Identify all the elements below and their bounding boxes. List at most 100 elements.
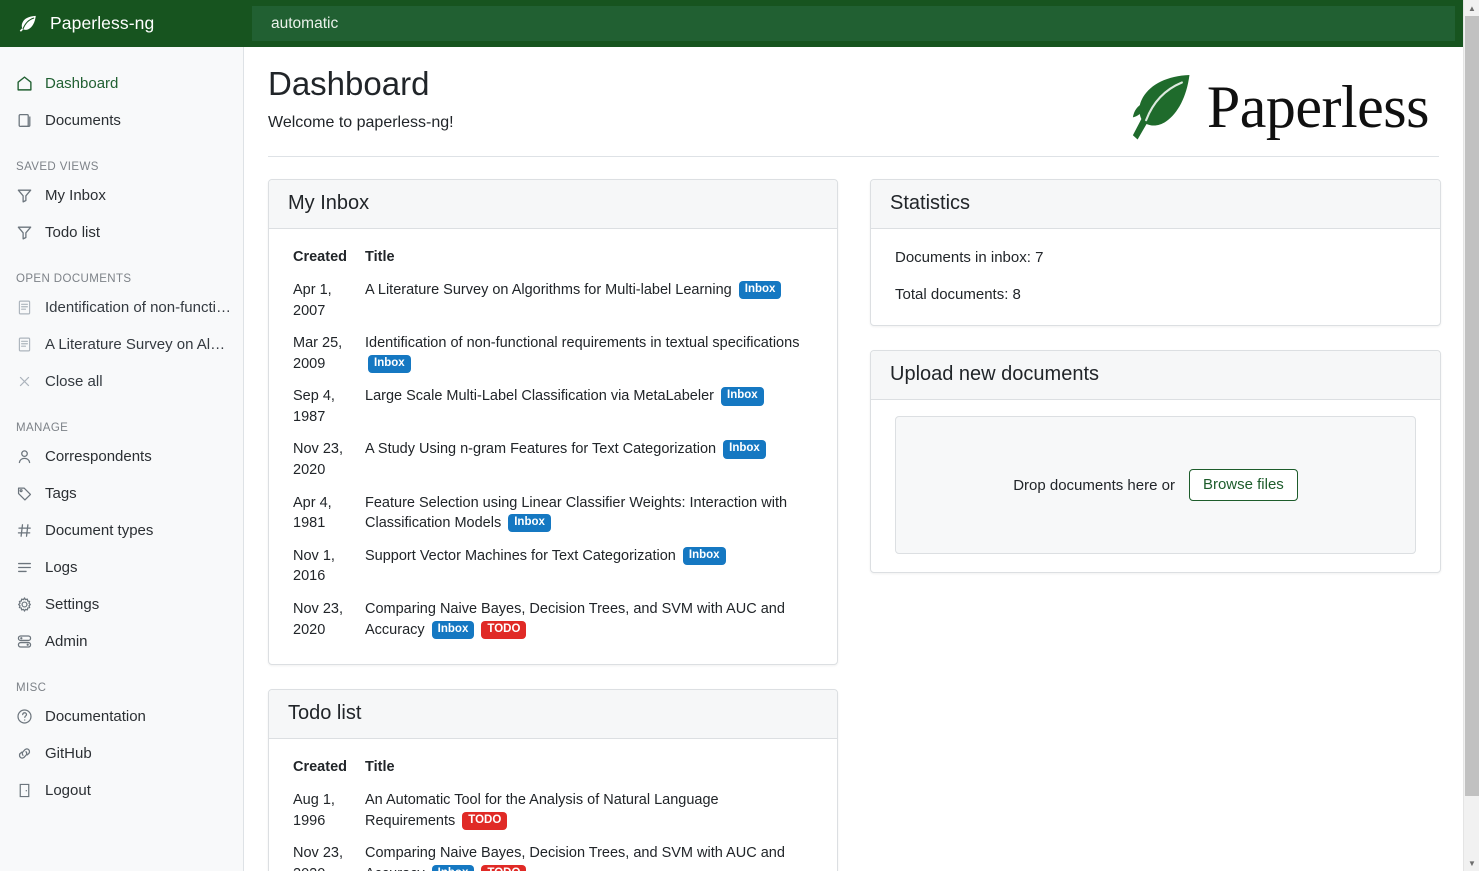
- tag-badge[interactable]: Inbox: [508, 514, 551, 533]
- dropzone-label: Drop documents here or: [1013, 476, 1175, 494]
- dashboard-grid: My Inbox Created Title Apr 1, 2007 A Lite…: [268, 157, 1441, 871]
- main-content: Dashboard Welcome to paperless-ng! Paper…: [244, 47, 1463, 871]
- cell-title: Support Vector Machines for Text Categor…: [365, 540, 813, 593]
- gear-icon: [18, 597, 31, 612]
- tag-badge[interactable]: Inbox: [682, 546, 726, 565]
- tag-badge[interactable]: TODO: [462, 811, 508, 830]
- scrollbar-thumb[interactable]: [1465, 16, 1479, 796]
- my-inbox-table-body: Apr 1, 2007 A Literature Survey on Algori…: [293, 274, 813, 646]
- document-title-link[interactable]: A Study Using n-gram Features for Text C…: [365, 441, 717, 458]
- my-inbox-card: My Inbox Created Title Apr 1, 2007 A Lite…: [268, 179, 838, 666]
- sidebar-item-document-types[interactable]: Document types: [0, 512, 243, 549]
- sidebar-item-my-inbox[interactable]: My Inbox: [0, 177, 243, 214]
- tag-badge[interactable]: Inbox: [368, 354, 411, 373]
- table-row[interactable]: Nov 23, 2020 A Study Using n-gram Feature…: [293, 433, 813, 486]
- sidebar-section-saved-views: Saved views: [16, 161, 99, 173]
- top-bar-status[interactable]: automatic: [252, 6, 1455, 41]
- my-inbox-table: Created Title Apr 1, 2007 A Literature Su…: [293, 245, 813, 646]
- table-row[interactable]: Mar 25, 2009 Identification of non-functi…: [293, 327, 813, 380]
- my-inbox-card-header: My Inbox: [269, 180, 837, 229]
- sidebar-item-documentation[interactable]: Documentation: [0, 698, 243, 735]
- todo-list-card: Todo list Created Title Aug 1, 1996 An Au…: [268, 689, 838, 871]
- column-header-title: Title: [365, 249, 395, 265]
- scroll-down-arrow-icon[interactable]: ▼: [1468, 858, 1476, 868]
- document-title-link[interactable]: A Literature Survey on Algorithms for Mu…: [365, 282, 732, 298]
- sidebar-item-logs[interactable]: Logs: [0, 549, 243, 586]
- document-title-link[interactable]: Feature Selection using Linear Classifie…: [365, 494, 788, 532]
- sidebar-item-label: My Inbox: [45, 187, 106, 204]
- sidebar-item-close-all[interactable]: Close all: [0, 363, 243, 400]
- sidebar-item-label: Identification of non-functio…: [45, 299, 233, 316]
- sidebar-item-label: Dashboard: [45, 75, 119, 92]
- sidebar-item-open-document-2[interactable]: A Literature Survey on Algori…: [0, 326, 243, 363]
- page-scrollbar[interactable]: ▲ ▼: [1463, 0, 1479, 871]
- sidebar-item-correspondents[interactable]: Correspondents: [0, 438, 243, 475]
- document-title-link[interactable]: An Automatic Tool for the Analysis of Na…: [365, 792, 719, 829]
- tag-badge[interactable]: TODO: [481, 864, 527, 871]
- todo-list-card-body: Created Title Aug 1, 1996 An Automatic To…: [269, 739, 837, 871]
- sidebar-item-label: Correspondents: [45, 448, 152, 465]
- tag-badge[interactable]: TODO: [481, 620, 527, 639]
- dashboard-left-column: My Inbox Created Title Apr 1, 2007 A Lite…: [268, 179, 838, 871]
- table-row[interactable]: Nov 23, 2020 Comparing Naive Bayes, Decis…: [293, 837, 813, 871]
- tag-badge[interactable]: Inbox: [431, 864, 475, 871]
- tag-badge[interactable]: Inbox: [431, 620, 475, 639]
- paperless-logo: Paperless: [1131, 65, 1439, 143]
- sidebar-item-admin[interactable]: Admin: [0, 623, 243, 660]
- document-title-link[interactable]: Comparing Naive Bayes, Decision Trees, a…: [365, 600, 785, 638]
- document-title-link[interactable]: Comparing Naive Bayes, Decision Trees, a…: [365, 845, 785, 871]
- hash-icon: [17, 524, 31, 537]
- document-title-link[interactable]: Identification of non-functional require…: [365, 335, 800, 352]
- sidebar-item-settings[interactable]: Settings: [0, 586, 243, 623]
- table-row[interactable]: Nov 1, 2016 Support Vector Machines for T…: [293, 540, 813, 593]
- tag-badge[interactable]: Inbox: [721, 387, 764, 406]
- sidebar-item-tags[interactable]: Tags: [0, 475, 243, 512]
- cell-created: Mar 25, 2009: [293, 335, 343, 372]
- filter-icon: [17, 226, 32, 240]
- table-row[interactable]: Sep 4, 1987 Large Scale Multi-Label Class…: [293, 380, 813, 433]
- cell-title: Comparing Naive Bayes, Decision Trees, a…: [365, 593, 813, 646]
- sidebar-item-label: Logs: [45, 559, 78, 576]
- cell-title: Identification of non-functional require…: [365, 327, 813, 380]
- cell-created: Aug 1, 1996: [293, 792, 335, 829]
- statistics-card-title: Statistics: [890, 192, 971, 214]
- sidebar-item-github[interactable]: GitHub: [0, 735, 243, 772]
- close-icon: [19, 376, 30, 387]
- document-title-link[interactable]: Large Scale Multi-Label Classification v…: [365, 388, 714, 405]
- sidebar-item-logout[interactable]: Logout: [0, 772, 243, 809]
- tags-icon: [17, 487, 32, 501]
- browse-files-button[interactable]: Browse files: [1188, 469, 1298, 501]
- cell-title: An Automatic Tool for the Analysis of Na…: [365, 784, 813, 837]
- sidebar-section-manage: Manage: [16, 422, 69, 434]
- table-row[interactable]: Apr 1, 2007 A Literature Survey on Algori…: [293, 274, 813, 327]
- cell-title: Comparing Naive Bayes, Decision Trees, a…: [365, 837, 813, 871]
- table-row[interactable]: Nov 23, 2020 Comparing Naive Bayes, Decis…: [293, 593, 813, 646]
- sidebar-item-open-document-1[interactable]: Identification of non-functio…: [0, 289, 243, 326]
- top-bar-main: automatic: [244, 0, 1463, 47]
- house-icon: [17, 76, 32, 91]
- brand-area[interactable]: Paperless-ng: [0, 0, 244, 47]
- tag-badge[interactable]: Inbox: [723, 440, 766, 459]
- file-text-icon: [18, 300, 31, 315]
- column-header-created: Created: [293, 759, 347, 776]
- file-dropzone[interactable]: Drop documents here or Browse files: [895, 416, 1416, 554]
- cell-title: Large Scale Multi-Label Classification v…: [365, 380, 813, 433]
- sidebar-item-label: Settings: [45, 596, 100, 613]
- sidebar-item-label: Close all: [45, 373, 103, 390]
- table-row[interactable]: Aug 1, 1996 An Automatic Tool for the Ana…: [293, 784, 813, 837]
- upload-card-body: Drop documents here or Browse files: [871, 400, 1440, 572]
- paperless-logo-text: Paperless: [1206, 74, 1430, 140]
- sidebar-section-open-documents: Open documents: [16, 273, 132, 285]
- sidebar-item-dashboard[interactable]: Dashboard: [0, 65, 243, 102]
- document-title-link[interactable]: Support Vector Machines for Text Categor…: [365, 547, 676, 564]
- scroll-up-arrow-icon[interactable]: ▲: [1468, 3, 1476, 13]
- sidebar-item-documents[interactable]: Documents: [0, 102, 243, 139]
- page-title: Dashboard: [268, 65, 430, 102]
- table-row[interactable]: Apr 4, 1981 Feature Selection using Linea…: [293, 487, 813, 540]
- tag-badge[interactable]: Inbox: [738, 281, 782, 300]
- sidebar-item-label: Todo list: [45, 224, 101, 241]
- question-circle-icon: [17, 709, 32, 724]
- sidebar-item-todo-list[interactable]: Todo list: [0, 214, 243, 251]
- filter-icon: [17, 189, 32, 203]
